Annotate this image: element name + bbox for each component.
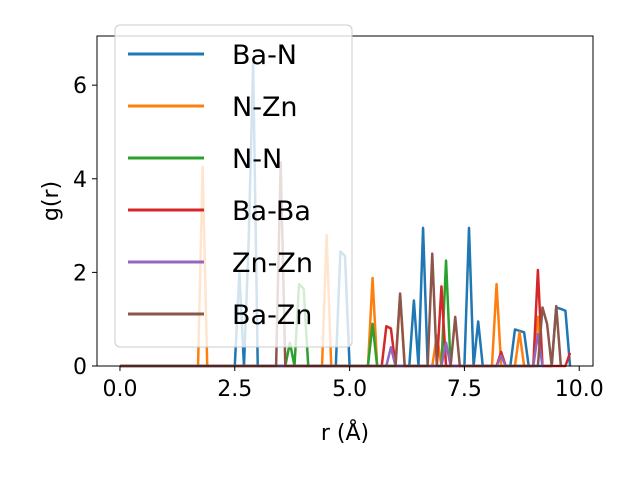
x-axis: 0.0 2.5 5.0 7.5 10.0 bbox=[102, 366, 604, 402]
x-tick-label: 7.5 bbox=[447, 377, 482, 402]
x-tick-label: 0.0 bbox=[102, 377, 137, 402]
y-axis-label: g(r) bbox=[39, 181, 64, 221]
y-tick-label: 6 bbox=[73, 74, 87, 99]
legend-entries: Ba-N N-Zn N-N Ba-Ba Zn-Zn Ba-Zn bbox=[128, 40, 313, 331]
x-tick-label: 5.0 bbox=[332, 377, 367, 402]
legend-label-ba-n: Ba-N bbox=[232, 40, 297, 71]
legend: Ba-N N-Zn N-N Ba-Ba Zn-Zn Ba-Zn bbox=[114, 24, 353, 348]
legend-label-ba-ba: Ba-Ba bbox=[232, 196, 311, 227]
y-axis: 0 2 4 6 bbox=[73, 74, 97, 380]
y-tick-label: 2 bbox=[73, 261, 87, 286]
y-tick-label: 0 bbox=[73, 355, 87, 380]
legend-box bbox=[114, 24, 353, 348]
legend-label-n-zn: N-Zn bbox=[232, 92, 298, 123]
legend-label-zn-zn: Zn-Zn bbox=[232, 248, 313, 279]
legend-label-n-n: N-N bbox=[232, 144, 282, 175]
y-tick-label: 4 bbox=[73, 168, 87, 193]
x-axis-label: r (Å) bbox=[321, 419, 369, 446]
legend-label-ba-zn: Ba-Zn bbox=[232, 300, 312, 331]
x-tick-label: 10.0 bbox=[555, 377, 604, 402]
x-tick-label: 2.5 bbox=[217, 377, 252, 402]
